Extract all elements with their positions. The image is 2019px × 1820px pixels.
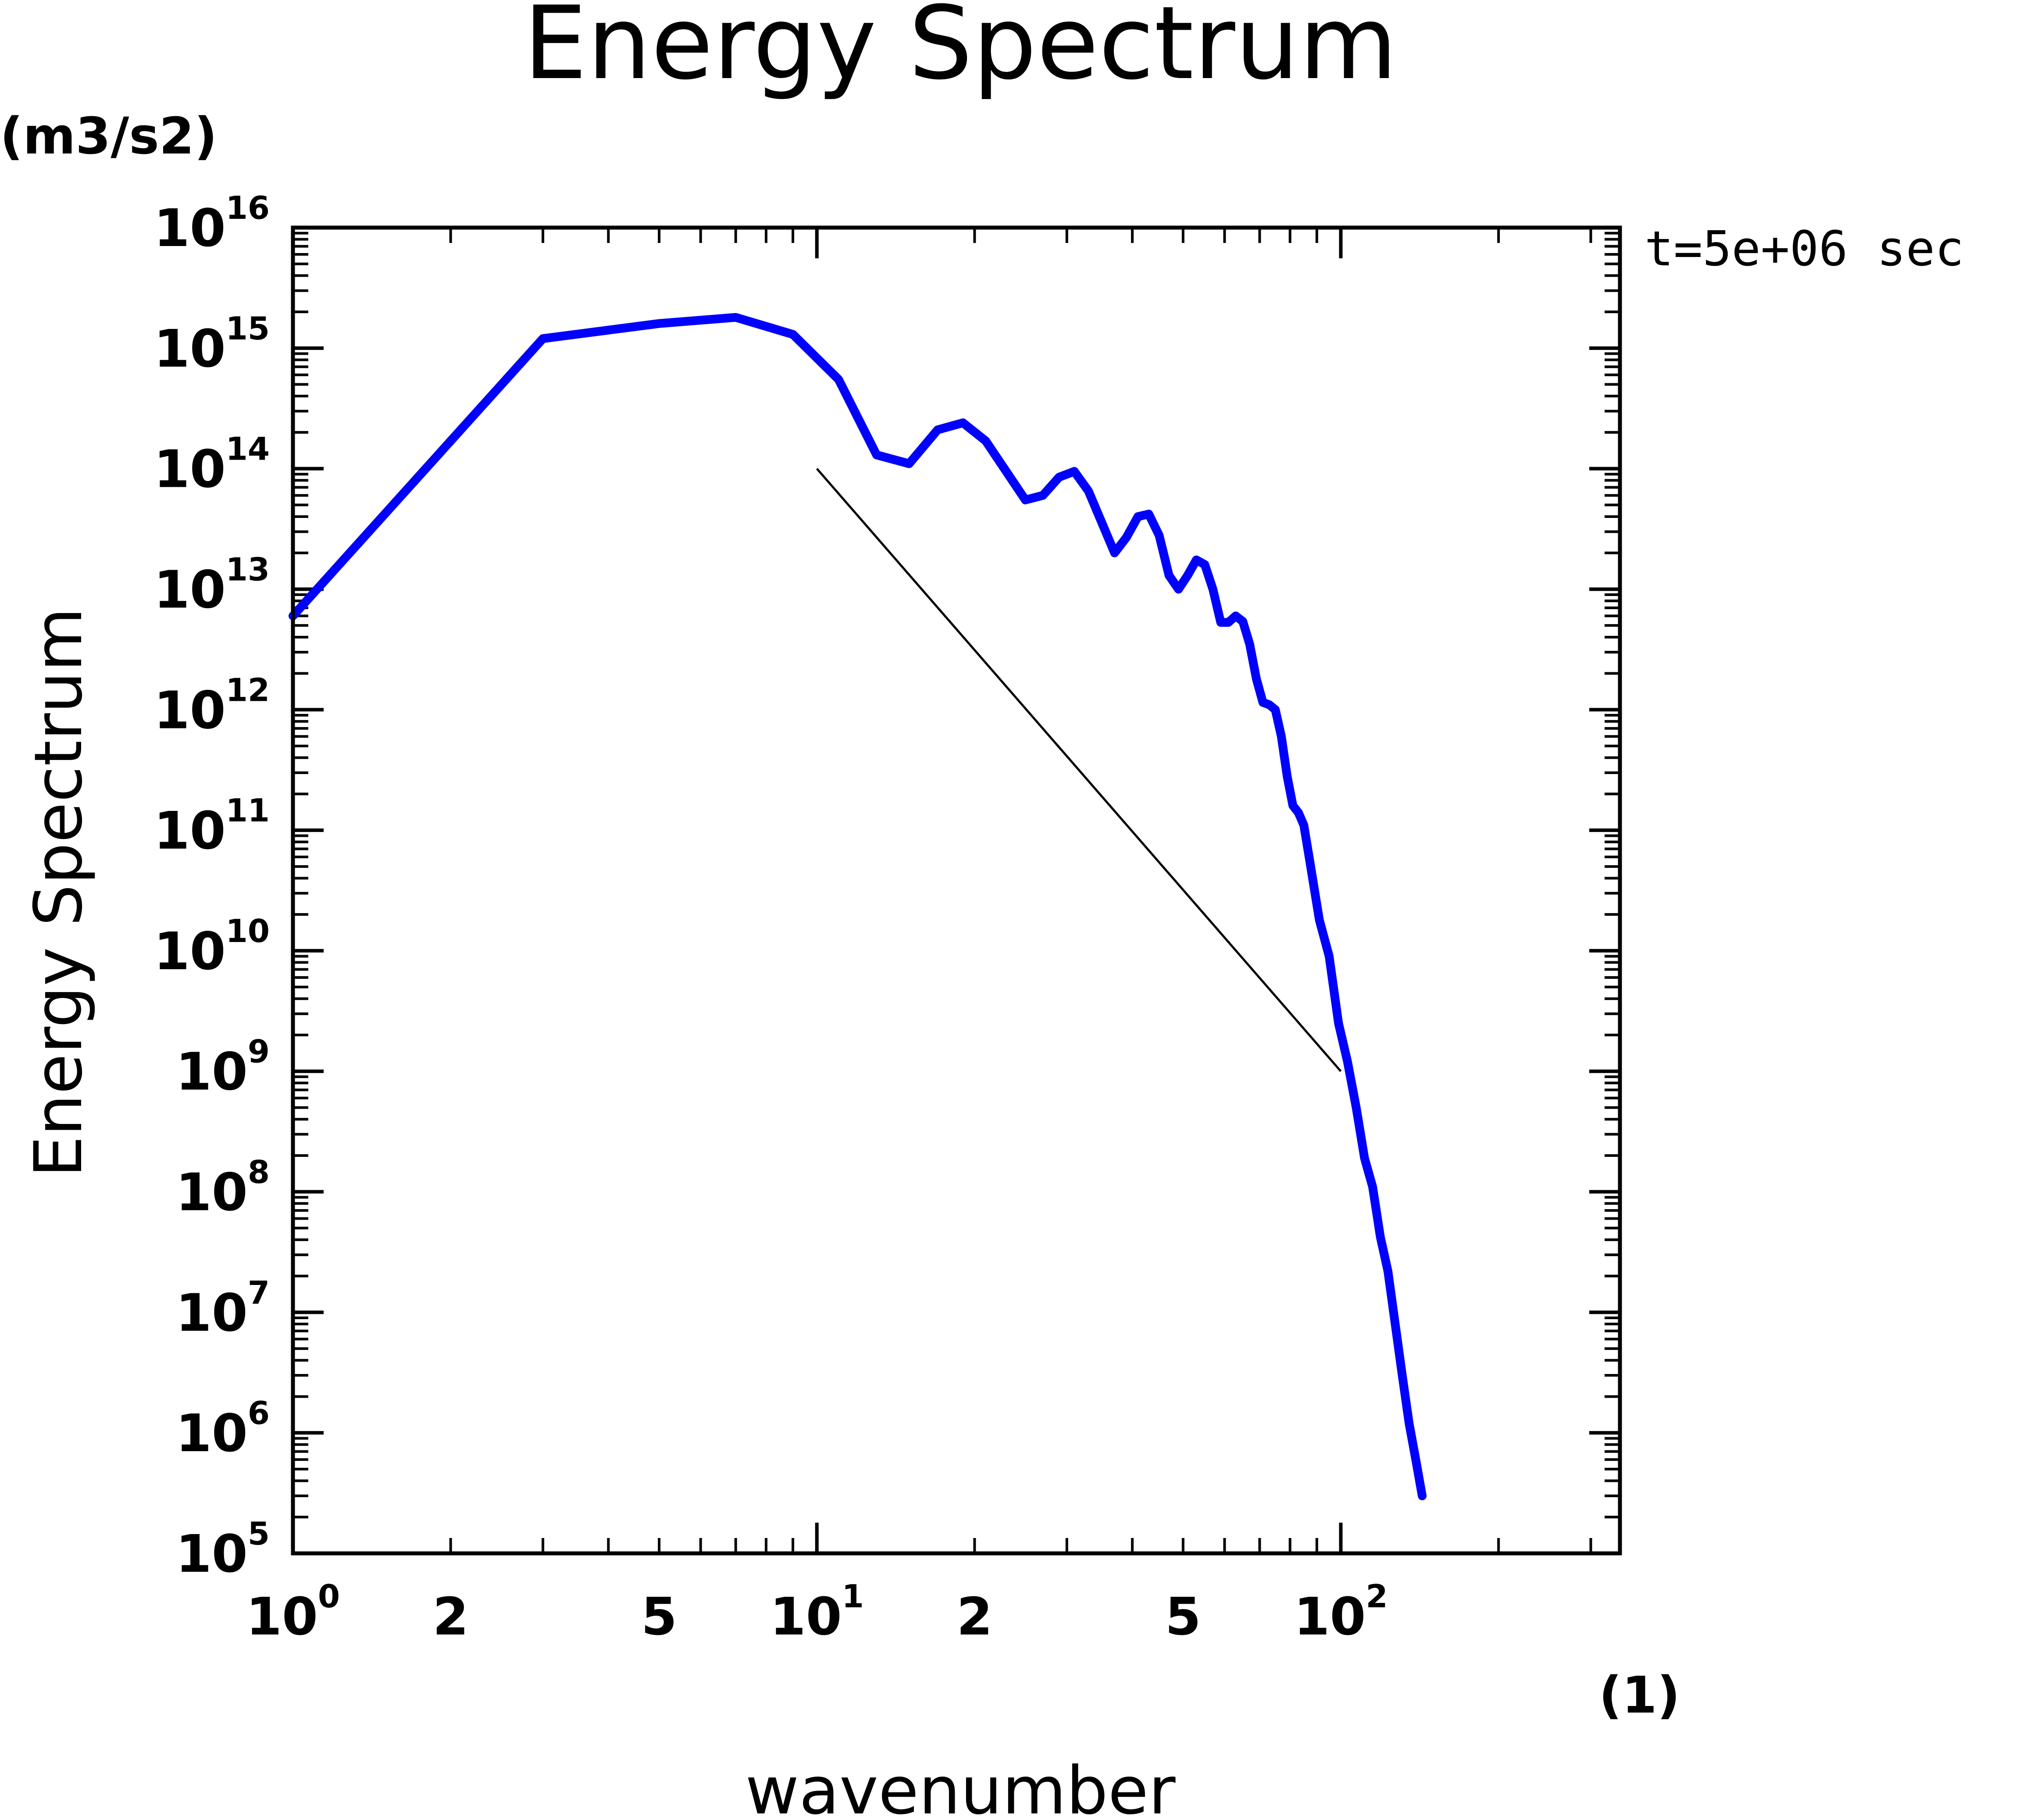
- plot-frame: [291, 225, 1622, 1556]
- axis-ticks: [291, 226, 1620, 1555]
- x-tick-label: 101: [770, 1578, 864, 1647]
- y-tick-label: 105: [176, 1515, 270, 1584]
- y-tick-label: 1015: [154, 310, 270, 379]
- y-axis-label: Energy Spectrum: [21, 607, 97, 1178]
- y-tick-label: 1010: [154, 913, 270, 981]
- time-annotation: t=5e+06 sec: [1644, 221, 1964, 277]
- x-tick-label: 5: [1165, 1586, 1201, 1647]
- x-axis-unit: (1): [1599, 1666, 1680, 1725]
- x-tick-label: 102: [1294, 1578, 1388, 1647]
- y-tick-label: 1013: [154, 551, 270, 620]
- energy-spectrum-line: [289, 313, 1427, 1500]
- plot-series: [289, 313, 1427, 1500]
- x-tick-label: 100: [246, 1578, 340, 1647]
- y-tick-label: 109: [176, 1033, 270, 1102]
- tick-labels: 1051061071081091010101110121013101410151…: [154, 189, 1388, 1647]
- chart-title: Energy Spectrum: [524, 0, 1398, 102]
- y-tick-label: 1016: [154, 189, 270, 258]
- y-axis-unit: (m3/s2): [0, 107, 217, 166]
- x-tick-label: 2: [956, 1586, 992, 1647]
- x-axis-label: wavenumber: [745, 1753, 1175, 1820]
- y-tick-label: 107: [176, 1274, 270, 1343]
- y-tick-label: 106: [176, 1395, 270, 1463]
- y-tick-label: 1014: [154, 431, 270, 500]
- y-tick-label: 1012: [154, 671, 270, 740]
- y-tick-label: 108: [176, 1154, 270, 1223]
- x-tick-label: 2: [433, 1586, 469, 1647]
- reference-slope-line: [816, 467, 1342, 1072]
- x-tick-label: 5: [641, 1586, 677, 1647]
- y-tick-label: 1011: [154, 792, 270, 861]
